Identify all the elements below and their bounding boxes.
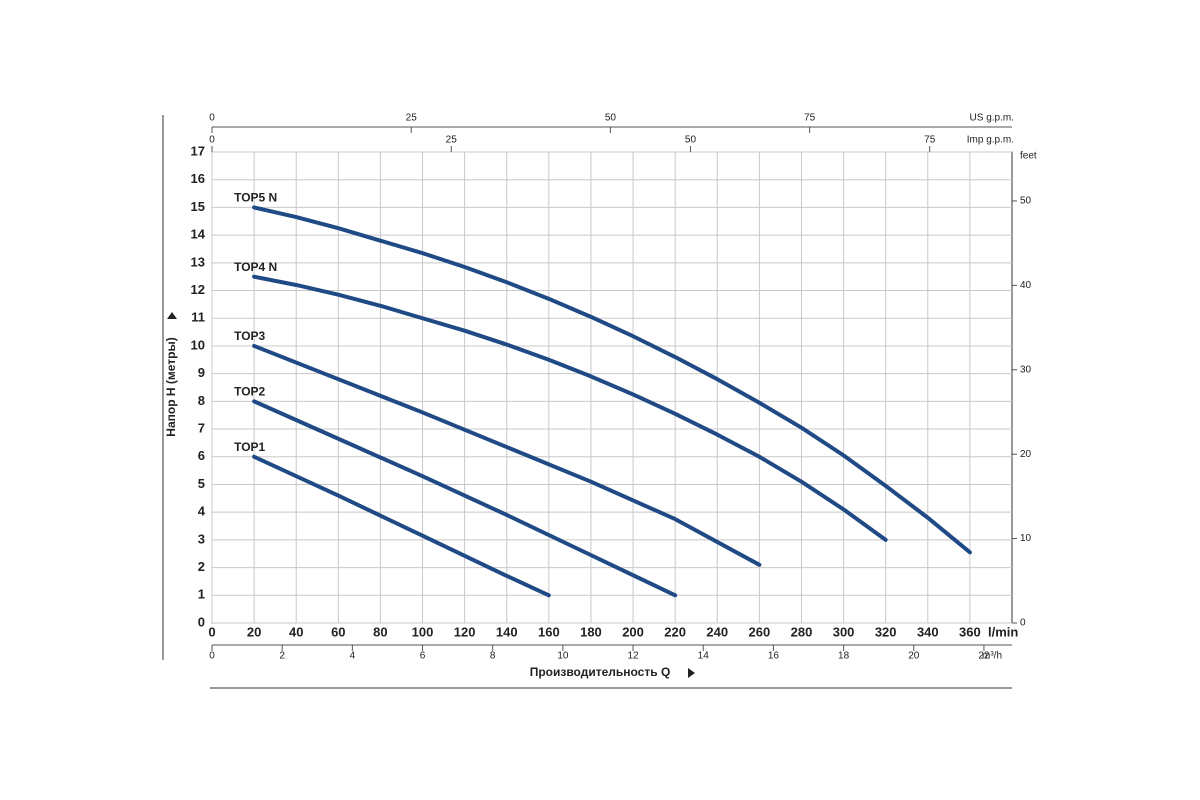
x2-unit: m³/h (982, 651, 1002, 662)
x-tick-label: 120 (454, 624, 476, 639)
x-tick-label: 60 (331, 624, 345, 639)
x-tick-label: 260 (749, 624, 771, 639)
x-tick-label: 180 (580, 624, 602, 639)
x4-tick-label: 75 (924, 135, 936, 146)
series-line (252, 399, 678, 598)
y2-tick-label: 30 (1020, 364, 1032, 375)
x4-tick-label: 50 (685, 135, 697, 146)
x-tick-label: 360 (959, 624, 981, 639)
x4-tick-label: 0 (209, 135, 215, 146)
y-tick-label: 12 (191, 282, 205, 297)
y-tick-label: 7 (198, 420, 205, 435)
x-unit: l/min (988, 624, 1018, 639)
y-tick-label: 5 (198, 476, 205, 491)
y-tick-label: 14 (191, 227, 206, 242)
x-tick-label: 40 (289, 624, 303, 639)
y-tick-label: 0 (198, 614, 205, 629)
series-label: TOP3 (234, 329, 265, 343)
x-tick-label: 240 (706, 624, 728, 639)
x-tick-label: 340 (917, 624, 939, 639)
x-tick-label: 100 (412, 624, 434, 639)
y-tick-label: 16 (191, 171, 205, 186)
x-tick-label: 320 (875, 624, 897, 639)
x-tick-label: 160 (538, 624, 560, 639)
arrow (167, 312, 177, 319)
y-tick-label: 13 (191, 254, 205, 269)
y2-unit: feet (1020, 151, 1037, 162)
y2-tick-label: 20 (1020, 449, 1032, 460)
y-tick-label: 9 (198, 365, 205, 380)
series-line (252, 454, 551, 598)
y-tick-label: 8 (198, 393, 205, 408)
x3-tick-label: 25 (406, 113, 418, 124)
series-line (252, 343, 762, 567)
x-tick-label: 0 (208, 624, 215, 639)
x3-tick-label: 75 (804, 113, 816, 124)
x2-tick-label: 18 (838, 651, 850, 662)
y2-tick-label: 50 (1020, 196, 1032, 207)
x2-tick-label: 22 (978, 651, 990, 662)
x4-unit: Imp g.p.m. (967, 135, 1014, 146)
x-axis-label: Производительность Q (530, 665, 671, 679)
x2-tick-label: 0 (209, 651, 215, 662)
y-tick-label: 11 (191, 310, 205, 325)
series-line (252, 274, 888, 542)
x3-tick-label: 0 (209, 113, 215, 124)
y-tick-label: 2 (198, 559, 205, 574)
x-tick-label: 300 (833, 624, 855, 639)
series-line (252, 205, 972, 555)
x-tick-label: 20 (247, 624, 261, 639)
y-axis-label: Напор H (метры) (164, 337, 178, 436)
y-label-group: Напор H (метры) (164, 337, 178, 436)
y-tick-label: 17 (191, 143, 205, 158)
series-label: TOP4 N (234, 260, 277, 274)
x2-tick-label: 20 (908, 651, 920, 662)
arrow (688, 668, 695, 678)
x2-tick-label: 8 (490, 651, 496, 662)
x-tick-label: 140 (496, 624, 518, 639)
x2-tick-label: 14 (698, 651, 710, 662)
series-label: TOP5 N (234, 191, 277, 205)
x4-tick-label: 25 (446, 135, 458, 146)
y2-tick-label: 0 (1020, 618, 1026, 629)
x-tick-label: 220 (664, 624, 686, 639)
y-tick-label: 4 (198, 504, 206, 519)
y2-tick-label: 40 (1020, 280, 1032, 291)
x2-tick-label: 16 (768, 651, 780, 662)
y-tick-label: 10 (191, 337, 205, 352)
x2-tick-label: 4 (350, 651, 356, 662)
y2-tick-label: 10 (1020, 533, 1032, 544)
x2-tick-label: 2 (279, 651, 285, 662)
x2-tick-label: 12 (627, 651, 639, 662)
x-tick-label: 200 (622, 624, 644, 639)
y-tick-label: 3 (198, 531, 205, 546)
x-tick-label: 280 (791, 624, 813, 639)
x2-tick-label: 6 (420, 651, 426, 662)
y-tick-label: 1 (198, 587, 205, 602)
x2-tick-label: 10 (557, 651, 569, 662)
x3-unit: US g.p.m. (970, 113, 1014, 124)
x-tick-label: 80 (373, 624, 387, 639)
series-label: TOP2 (234, 385, 265, 399)
y-tick-label: 15 (191, 199, 205, 214)
series-label: TOP1 (234, 440, 265, 454)
x3-tick-label: 50 (605, 113, 617, 124)
y-tick-label: 6 (198, 448, 205, 463)
